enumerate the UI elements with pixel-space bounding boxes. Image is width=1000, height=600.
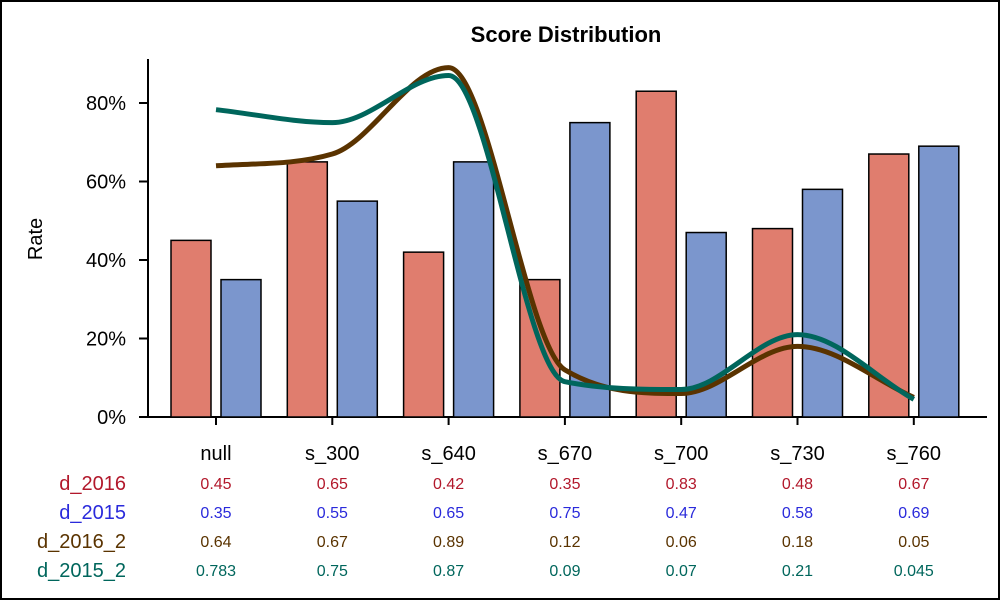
table-cell: 0.07 (666, 563, 697, 580)
table-cell: 0.75 (317, 563, 348, 580)
table-cell: 0.045 (894, 563, 934, 580)
bar-d_2016 (286, 161, 329, 418)
table-cell: 0.21 (782, 563, 813, 580)
y-tick-label: 0% (97, 407, 126, 429)
table-cell: 0.83 (666, 476, 697, 493)
bar-d_2016 (751, 227, 794, 418)
bar-d_2015 (452, 161, 495, 418)
bar-d_2015 (801, 188, 844, 418)
table-cell: 0.48 (782, 476, 813, 493)
y-tick-label: 40% (86, 250, 126, 272)
table-row-label: d_2015_2 (37, 560, 126, 582)
bar-d_2015 (569, 121, 611, 418)
x-tick-label: s_760 (887, 443, 942, 465)
table-cell: 0.47 (666, 505, 697, 522)
line-d_2015_2 (215, 73, 916, 402)
bar-d_2015 (336, 200, 379, 418)
table-row-label: d_2016 (59, 473, 126, 495)
y-tick-label: 20% (86, 329, 126, 351)
table-cell: 0.12 (549, 534, 580, 551)
table-cell: 0.55 (317, 505, 348, 522)
table-cell: 0.35 (549, 476, 580, 493)
table-cell: 0.75 (549, 505, 580, 522)
table-cell: 0.65 (317, 476, 348, 493)
y-tick-label: 80% (86, 93, 126, 115)
table-cell: 0.67 (898, 476, 929, 493)
bar-d_2015 (918, 145, 960, 418)
table-cell: 0.69 (898, 505, 929, 522)
table-cell: 0.45 (200, 476, 231, 493)
bar-d_2016 (635, 90, 677, 418)
table-cell: 0.06 (666, 534, 697, 551)
x-tick-label: s_670 (538, 443, 593, 465)
table-cell: 0.89 (433, 534, 464, 551)
bar-d_2016 (868, 153, 910, 418)
table-cell: 0.05 (898, 534, 929, 551)
table-cell: 0.783 (196, 563, 236, 580)
table-row-label: d_2016_2 (37, 531, 126, 553)
y-tick-label: 60% (86, 172, 126, 194)
y-axis-label: Rate (25, 218, 47, 260)
chart-title: Score Distribution (471, 22, 662, 47)
x-tick-label: s_640 (421, 443, 476, 465)
x-tick-label: s_730 (770, 443, 825, 465)
bar-d_2016 (402, 251, 445, 418)
bar-d_2016 (170, 239, 212, 418)
line-d_2016_2 (215, 65, 915, 400)
table-cell: 0.64 (200, 534, 231, 551)
x-tick-label: s_300 (305, 443, 360, 465)
x-tick-label: s_700 (654, 443, 709, 465)
table-cell: 0.42 (433, 476, 464, 493)
bar-d_2015 (220, 278, 262, 418)
table-cell: 0.35 (200, 505, 231, 522)
table-cell: 0.87 (433, 563, 464, 580)
x-tick-label: null (200, 443, 231, 465)
table-cell: 0.67 (317, 534, 348, 551)
table-row-label: d_2015 (59, 502, 126, 524)
table-cell: 0.09 (549, 563, 580, 580)
table-cell: 0.58 (782, 505, 813, 522)
table-cell: 0.65 (433, 505, 464, 522)
table-cell: 0.18 (782, 534, 813, 551)
